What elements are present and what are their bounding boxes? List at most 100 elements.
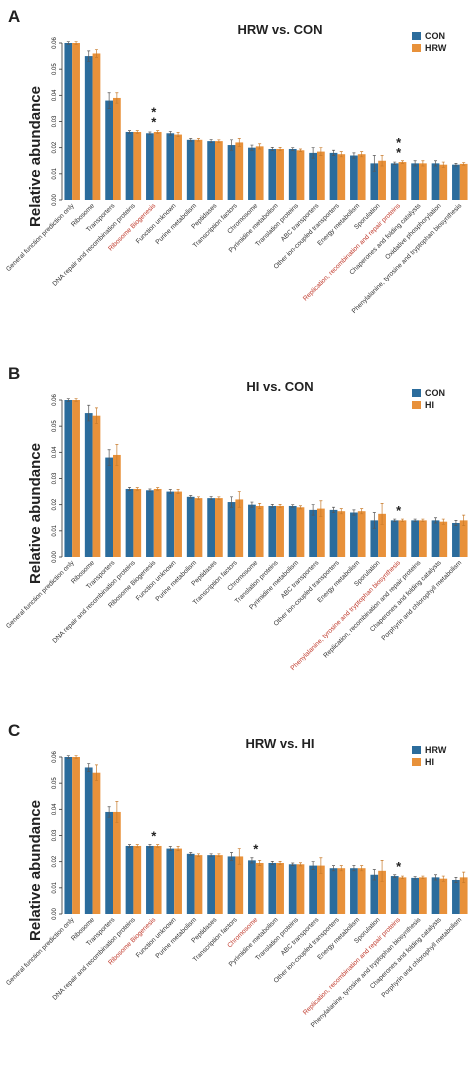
error-bar [400, 875, 404, 880]
bar [207, 141, 215, 200]
error-bar [441, 161, 445, 168]
error-bar [434, 517, 438, 524]
error-bar [454, 877, 458, 883]
legend-label: HRW [425, 43, 447, 53]
error-bar [339, 865, 343, 872]
bar [459, 520, 468, 557]
bar [186, 139, 195, 200]
error-bar [400, 160, 404, 164]
bar [215, 498, 223, 557]
bar [133, 131, 142, 200]
bar [431, 163, 440, 200]
error-bar [217, 139, 221, 143]
bar [255, 505, 264, 557]
error-bar [372, 512, 376, 529]
bar [146, 490, 154, 557]
error-bar [135, 487, 139, 491]
error-bar [278, 504, 282, 508]
legend-label: CON [425, 31, 445, 41]
error-bar [360, 508, 364, 515]
bar [248, 147, 256, 200]
error-bar [189, 852, 193, 856]
error-bar [94, 49, 98, 58]
y-tick-label: 0.02 [52, 141, 58, 153]
bar [194, 855, 203, 914]
panel-letter: C [8, 721, 20, 740]
error-bar [421, 160, 425, 167]
panel-letter: A [8, 7, 20, 26]
significance-star: * [151, 105, 157, 120]
error-bar [298, 505, 302, 510]
bar [357, 154, 366, 200]
error-bar [156, 130, 160, 134]
y-tick-label: 0.05 [52, 420, 58, 432]
bar [113, 811, 121, 914]
bar [64, 43, 73, 200]
error-bar [115, 444, 119, 466]
bar [439, 878, 448, 914]
y-tick-label: 0.01 [52, 524, 58, 536]
legend-swatch [412, 389, 421, 397]
bar [309, 509, 317, 557]
error-bar [115, 92, 119, 104]
error-bar [462, 871, 466, 883]
bar [350, 868, 358, 914]
bar [357, 868, 366, 914]
bar [309, 865, 317, 914]
error-bar [339, 508, 343, 515]
bar [227, 856, 236, 914]
y-tick-label: 0.03 [52, 829, 58, 841]
error-bar [278, 147, 282, 151]
error-bar [148, 844, 152, 848]
error-bar [434, 874, 438, 881]
bar [255, 146, 264, 200]
error-bar [107, 92, 111, 109]
error-bar [454, 163, 458, 167]
bar [419, 520, 427, 557]
error-bar [74, 41, 78, 45]
bar [255, 862, 264, 914]
error-bar [217, 496, 221, 500]
bar [174, 848, 182, 914]
bar [227, 145, 236, 200]
error-bar [250, 501, 254, 508]
bar [105, 100, 113, 200]
error-bar [462, 162, 466, 166]
significance-star: * [151, 829, 157, 844]
bar [84, 413, 93, 557]
error-bar [360, 151, 364, 158]
error-bar [230, 139, 234, 151]
bar [337, 868, 346, 914]
error-bar [94, 407, 98, 424]
y-tick-label: 0.02 [52, 855, 58, 867]
error-bar [380, 860, 384, 882]
error-bar [380, 155, 384, 167]
error-bar [311, 504, 315, 516]
error-bar [87, 763, 91, 772]
error-bar [291, 504, 295, 508]
bar [207, 498, 215, 557]
bar [72, 400, 80, 557]
error-bar [393, 161, 397, 166]
bar [105, 811, 113, 914]
significance-star: * [396, 135, 402, 150]
bar [235, 856, 244, 914]
bar [166, 133, 175, 200]
error-bar [176, 846, 180, 852]
bar [194, 498, 203, 557]
bar [288, 505, 297, 557]
error-bar [258, 860, 262, 866]
bar [288, 148, 297, 200]
error-bar [237, 138, 241, 147]
y-tick-label: 0.04 [52, 446, 58, 458]
bar [452, 164, 460, 200]
error-bar [319, 500, 323, 517]
error-bar [87, 50, 91, 62]
bar [390, 520, 399, 557]
error-bar [250, 857, 254, 864]
bar [235, 499, 244, 557]
y-tick-label: 0.01 [52, 167, 58, 179]
error-bar [454, 520, 458, 526]
bar [411, 163, 419, 200]
error-bar [94, 764, 98, 781]
